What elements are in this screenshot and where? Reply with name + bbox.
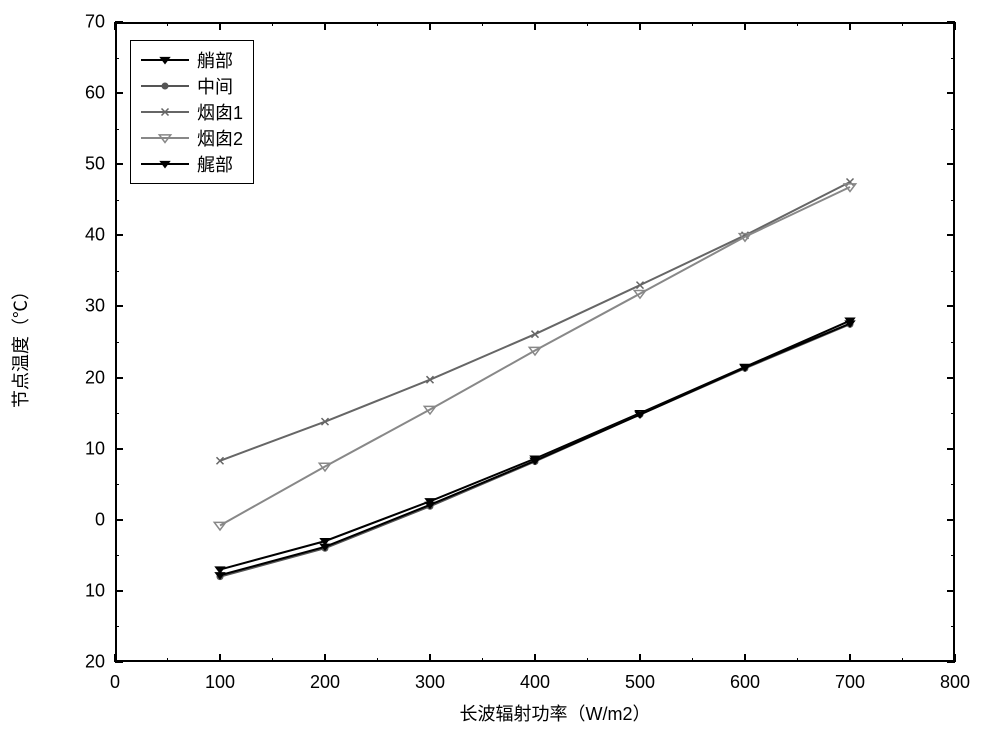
legend-label: 烟囱2 [197,125,243,151]
legend-item: 艉部 [141,151,243,177]
legend-item: 中间 [141,73,243,99]
legend-swatch [141,50,189,70]
legend-item: 烟囱1 [141,99,243,125]
series-line [220,182,850,461]
series-line [220,321,850,570]
series-marker [214,522,225,530]
series-marker [637,282,644,289]
legend-swatch [141,76,189,96]
legend-item: 艄部 [141,47,243,73]
legend-item: 烟囱2 [141,125,243,151]
legend-swatch [141,128,189,148]
legend-label: 艄部 [197,47,233,73]
chart-container: 节点温度（℃） 长波辐射功率（W/m2） 0100200300400500600… [0,0,1000,739]
legend-swatch [141,154,189,174]
legend: 艄部中间烟囱1烟囱2艉部 [130,40,254,184]
legend-label: 艉部 [197,151,233,177]
legend-label: 烟囱1 [197,99,243,125]
legend-label: 中间 [197,73,233,99]
legend-swatch [141,102,189,122]
